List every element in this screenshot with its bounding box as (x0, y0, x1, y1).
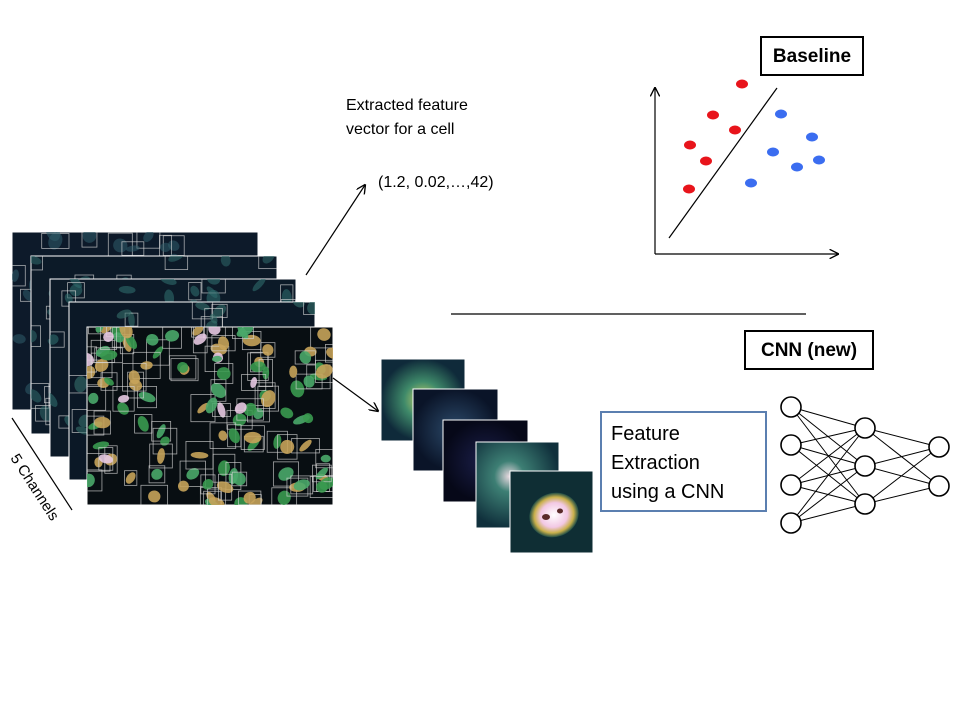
class-a-point (683, 184, 695, 194)
baseline-title: Baseline (773, 46, 851, 67)
class-a-point (707, 110, 719, 120)
class-b-point (767, 147, 779, 157)
nn-edge (864, 446, 940, 505)
class-b-point (791, 162, 803, 172)
nn-node-layer1 (780, 474, 802, 496)
nn-node-layer3 (928, 475, 950, 497)
single-cell-crops (380, 358, 594, 554)
nn-node-layer2 (854, 455, 876, 477)
nn-node-layer1 (780, 396, 802, 418)
nn-edge (790, 503, 866, 524)
nn-node-layer3 (928, 436, 950, 458)
class-b-point (806, 132, 818, 142)
feature-extraction-line2: Extraction (611, 452, 700, 474)
feature-vector-caption-line1: Extracted feature (346, 97, 468, 114)
nn-edge (790, 427, 866, 446)
baseline-title-box (760, 36, 864, 76)
class-a-point (684, 140, 696, 150)
nn-edge (864, 446, 940, 467)
feature-vector-caption-line2: vector for a cell (346, 121, 454, 138)
cell-crop-5 (509, 470, 594, 554)
nn-edge (790, 427, 866, 524)
feature-extraction-line1: Feature (611, 423, 680, 445)
decision-boundary (668, 87, 778, 239)
nn-edge (864, 427, 940, 448)
nn-edge (790, 406, 866, 429)
channels-bracket-line (11, 417, 73, 511)
nn-node-layer2 (854, 493, 876, 515)
cnn-title-box (744, 330, 874, 370)
class-a-point (736, 79, 748, 89)
nn-edge (790, 427, 866, 486)
feature-vector-value: (1.2, 0.02,…,42) (378, 174, 494, 191)
class-b-point (775, 109, 787, 119)
baseline-scatter-plot (655, 79, 838, 255)
nn-edge (864, 485, 940, 505)
class-b-point (745, 178, 757, 188)
feature-extraction-line3: using a CNN (611, 481, 724, 503)
arrow-to-feature-vector (305, 185, 365, 276)
neural-network-diagram (780, 396, 950, 534)
class-a-point (729, 125, 741, 135)
nn-edge (790, 444, 866, 467)
nn-node-layer1 (780, 434, 802, 456)
nn-edge (790, 444, 866, 505)
nn-edge (790, 465, 866, 524)
channel-image-stack (11, 231, 334, 506)
channels-label: 5 Channels (7, 451, 63, 524)
nn-node-layer1 (780, 512, 802, 534)
nn-node-layer2 (854, 417, 876, 439)
arrow-to-cell-crops (332, 377, 378, 411)
cnn-title: CNN (new) (761, 340, 857, 361)
channel-image-5 (86, 326, 334, 506)
class-a-point (700, 156, 712, 166)
feature-extraction-box (600, 411, 767, 512)
class-b-point (813, 155, 825, 165)
